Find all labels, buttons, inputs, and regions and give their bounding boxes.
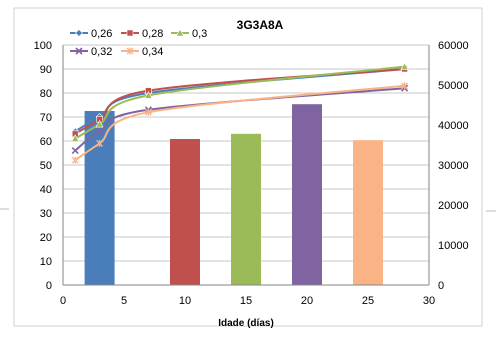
series-line (74, 65, 405, 140)
data-point (144, 108, 152, 116)
bar (84, 111, 115, 285)
y2-tick-label: 0 (438, 280, 444, 292)
legend: 0,26 0,28 0,3 0,32 0,34 (70, 28, 207, 58)
x-axis-title: Idade (días) (218, 318, 274, 329)
legend-label: 0,34 (142, 46, 163, 58)
legend-marker (75, 47, 83, 55)
data-point (96, 139, 104, 147)
y2-tick-label: 20000 (438, 200, 469, 212)
data-point (71, 134, 80, 142)
legend-label: 0,28 (142, 28, 163, 40)
y-tick-label: 60 (40, 136, 52, 148)
y-tick-label: 10 (40, 256, 52, 268)
x-tick-label: 5 (121, 295, 127, 307)
x-tick-label: 25 (362, 295, 374, 307)
x-tick-label: 0 (60, 295, 66, 307)
bar (292, 104, 322, 285)
y2-tick-label: 10000 (438, 240, 469, 252)
legend-marker (126, 29, 134, 37)
y-tick-label: 30 (40, 208, 52, 220)
y-tick-label: 70 (40, 112, 52, 124)
legend-marker (126, 47, 134, 55)
y-tick-label: 50 (40, 160, 52, 172)
legend-marker (175, 28, 185, 37)
bar (353, 140, 383, 285)
data-point (95, 119, 104, 128)
axes: 0102030405060708090100010000200003000040… (34, 40, 469, 307)
y-tick-label: 40 (40, 184, 52, 196)
chart-title: 3G3A8A (237, 18, 284, 32)
y-tick-label: 20 (40, 232, 52, 244)
data-point (71, 156, 79, 164)
y2-tick-label: 40000 (438, 120, 469, 132)
x-tick-label: 20 (301, 295, 313, 307)
y-tick-label: 90 (40, 64, 52, 76)
bar-series (84, 104, 383, 285)
data-point (96, 127, 104, 135)
y2-tick-label: 60000 (438, 40, 469, 52)
y2-tick-label: 30000 (438, 160, 469, 172)
y-tick-label: 100 (34, 40, 52, 52)
data-point (401, 82, 409, 90)
data-point (400, 62, 409, 70)
y-tick-label: 80 (40, 88, 52, 100)
legend-label: 0,3 (192, 28, 207, 40)
legend-label: 0,32 (91, 46, 112, 58)
x-tick-label: 15 (240, 295, 252, 307)
x-tick-label: 30 (423, 295, 435, 307)
x-tick-label: 10 (179, 295, 191, 307)
data-point (144, 90, 153, 99)
bar (231, 133, 261, 285)
y2-tick-label: 50000 (438, 80, 469, 92)
legend-label: 0,26 (91, 28, 112, 40)
series-line (74, 84, 405, 162)
series-line (74, 87, 405, 152)
line-series (71, 62, 409, 164)
y-tick-label: 0 (46, 280, 52, 292)
data-point (71, 147, 79, 155)
bar (170, 139, 200, 285)
legend-marker (75, 29, 83, 37)
